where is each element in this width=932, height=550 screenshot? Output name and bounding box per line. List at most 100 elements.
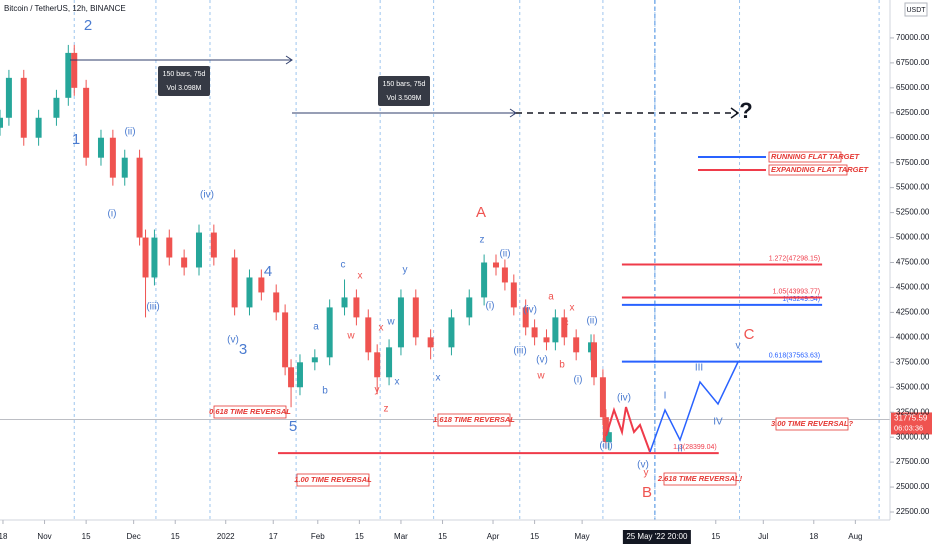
y-tick-label: 57500.00 [896, 158, 930, 167]
wave-label: (iii) [146, 302, 159, 313]
x-tick-label: 2022 [217, 532, 235, 541]
candle-body [386, 347, 393, 378]
candle-body [602, 417, 609, 443]
fib-level-label: 1(43249.54) [782, 296, 820, 303]
candle-body [412, 297, 419, 338]
y-tick-label: 32500.00 [896, 407, 930, 416]
candle-body [65, 52, 72, 98]
y-tick-label: 27500.00 [896, 457, 930, 466]
time-reversal-box [663, 472, 737, 486]
crosshair-label: 25 May '22 20:00 [626, 532, 688, 541]
candle-body [311, 357, 318, 363]
y-tick-label: 22500.00 [896, 507, 930, 516]
legend-box [768, 151, 842, 163]
wave-label: 5 [289, 418, 297, 435]
wave-label: III [695, 363, 703, 374]
time-reversal-label: 3.00 TIME REVERSAL? [771, 419, 854, 428]
measure-bars: 150 bars, 75d [383, 81, 426, 88]
time-reversal-label: 1.00 TIME REVERSAL [294, 475, 372, 484]
candle-body [35, 117, 42, 138]
marks-layer: 1.3(28399.04)0.618(37563.63)1(43249.54)1… [0, 44, 823, 455]
candle-body [448, 317, 455, 348]
unit-box [904, 2, 928, 17]
wave-label: (i) [108, 209, 117, 220]
candle-body [71, 52, 78, 88]
wave-label: B [642, 484, 652, 501]
wave-label: I [664, 391, 667, 402]
projection-red [605, 406, 651, 453]
unit-label: USDT [906, 7, 926, 14]
x-tick-label: May [575, 532, 590, 541]
candle-body [397, 297, 404, 348]
wave-label: (i) [574, 375, 583, 386]
wave-label: w [536, 371, 545, 382]
wave-label: A [476, 204, 486, 221]
wave-label: x [436, 373, 441, 384]
wave-label: II [677, 444, 683, 455]
candle-body [210, 232, 217, 258]
wave-label: v [736, 341, 741, 352]
wave-label: z [480, 235, 485, 246]
wave-label: y [403, 265, 408, 276]
candle-body [341, 297, 348, 308]
fib-level-label: 1.272(47298.15) [769, 255, 820, 262]
x-tick-label: 15 [82, 532, 91, 541]
candle-body [561, 317, 568, 338]
candle-body [109, 137, 116, 178]
x-tick-label: 17 [269, 532, 278, 541]
wave-label: C [744, 326, 755, 343]
candle-body [5, 77, 12, 118]
wave-label: y [644, 468, 649, 479]
candle-body [151, 237, 158, 278]
fib-level-label: 1.05(43993.77) [773, 288, 820, 295]
x-tick-label: Feb [311, 532, 325, 541]
candle-body [97, 137, 104, 158]
wave-label: (iv) [200, 190, 214, 201]
measure-bars: 150 bars, 75d [163, 71, 206, 78]
time-reversal-box [213, 405, 287, 419]
candle-body [166, 237, 173, 258]
y-tick-label: 37500.00 [896, 357, 930, 366]
candle-body [282, 312, 289, 368]
candle-body [605, 432, 612, 443]
x-tick-label: Jul [758, 532, 768, 541]
x-tick-label: 18 [0, 532, 8, 541]
price-axis [890, 0, 932, 550]
y-tick-label: 55000.00 [896, 183, 930, 192]
arrow-head [730, 107, 740, 119]
legend-box [768, 164, 848, 176]
wave-label: IV [713, 417, 723, 428]
y-tick-label: 52500.00 [896, 208, 930, 217]
y-tick-label: 50000.00 [896, 233, 930, 242]
y-tick-label: 70000.00 [896, 33, 930, 42]
x-tick-label: 15 [711, 532, 720, 541]
candle-body [136, 157, 143, 238]
wave-label: (v) [536, 355, 548, 366]
candle-body [121, 157, 128, 178]
candle-body [273, 292, 280, 313]
candle-body [53, 97, 60, 118]
wave-label: (iv) [617, 393, 631, 404]
candle-body [0, 117, 3, 128]
time-reversal-label: 0.618 TIME REVERSAL [209, 407, 291, 416]
wave-label: 1 [72, 131, 80, 148]
question-mark: ? [739, 98, 752, 123]
y-tick-label: 40000.00 [896, 332, 930, 341]
time-reversal-label: 1.618 TIME REVERSAL [433, 415, 515, 424]
projection-blue [649, 361, 739, 453]
candle-body [427, 337, 434, 348]
legend-label: RUNNING FLAT TARGET [771, 152, 860, 161]
fib-level-label: 0.618(37563.63) [769, 353, 820, 360]
time-reversal-box [775, 417, 849, 431]
candle-body [510, 282, 517, 308]
x-tick-label: 15 [355, 532, 364, 541]
wave-label: (iii) [599, 441, 612, 452]
candle-body [326, 307, 333, 358]
wave-label: (v) [227, 335, 239, 346]
candle-body [552, 317, 559, 343]
x-tick-label: 15 [530, 532, 539, 541]
wave-label: y [375, 385, 380, 396]
x-tick-label: 15 [171, 532, 180, 541]
